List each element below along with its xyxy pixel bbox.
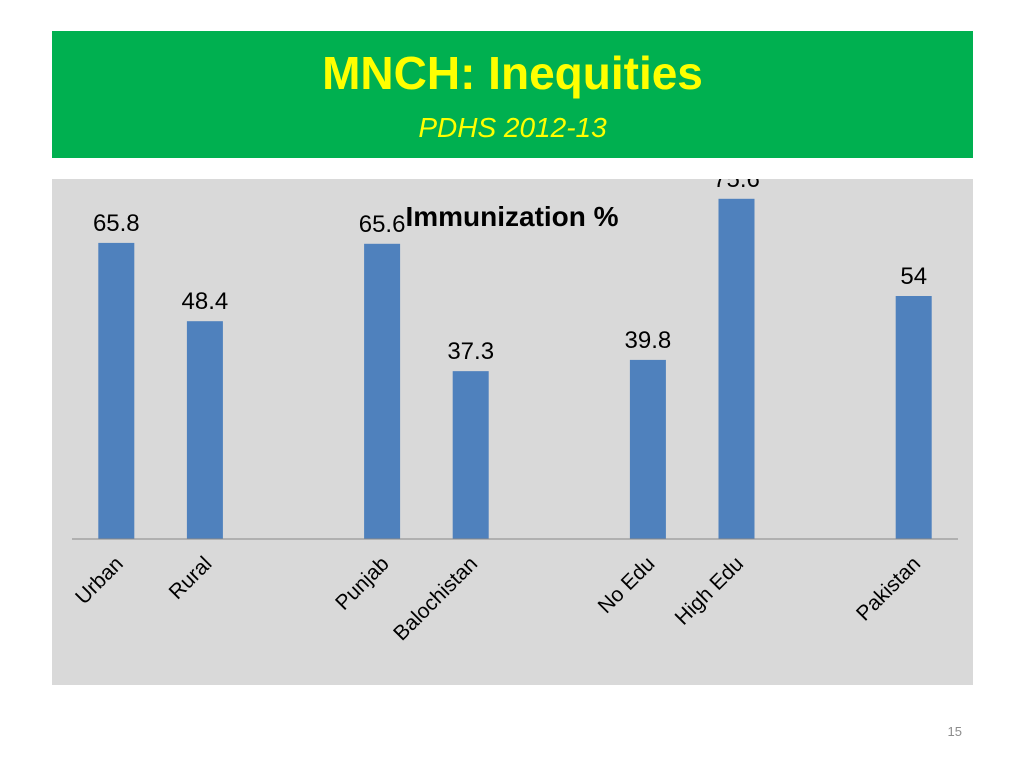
data-label-no-edu: 39.8	[625, 327, 672, 354]
immunization-bar-chart: Immunization % 65.8 48.4 65.6 37.3 39.8 75.6 5…	[71, 179, 958, 645]
bar-urban	[98, 242, 135, 539]
data-label-pakistan: 54	[900, 263, 927, 290]
tick-label-urban: Urban	[71, 552, 128, 609]
tick-label-no-edu: No Edu	[594, 552, 660, 618]
page-number: 15	[947, 724, 962, 739]
bar-no-edu	[629, 359, 666, 539]
tick-label-rural: Rural	[165, 552, 217, 604]
bar-high-edu	[718, 198, 755, 540]
tick-label-high-edu: High Edu	[671, 552, 748, 629]
data-label-urban: 65.8	[93, 210, 140, 237]
tick-label-pakistan: Pakistan	[852, 552, 925, 625]
bar-pakistan	[895, 296, 932, 539]
tick-label-punjab: Punjab	[331, 552, 394, 615]
data-label-balochistan: 37.3	[447, 338, 494, 365]
title-band: MNCH: Inequities PDHS 2012-13	[52, 31, 973, 158]
tick-label-balochistan: Balochistan	[389, 552, 482, 645]
slide-title: MNCH: Inequities	[322, 47, 703, 99]
chart-title: Immunization %	[405, 201, 618, 232]
data-label-punjab: 65.6	[359, 211, 406, 238]
chart-panel: Immunization % 65.8 48.4 65.6 37.3 39.8 75.6 5…	[52, 179, 973, 685]
bar-punjab	[364, 243, 401, 540]
data-label-high-edu: 75.6	[713, 179, 760, 193]
data-label-rural: 48.4	[182, 288, 229, 315]
bar-balochistan	[452, 371, 489, 539]
slide-subtitle: PDHS 2012-13	[418, 112, 607, 143]
bar-rural	[186, 321, 223, 539]
